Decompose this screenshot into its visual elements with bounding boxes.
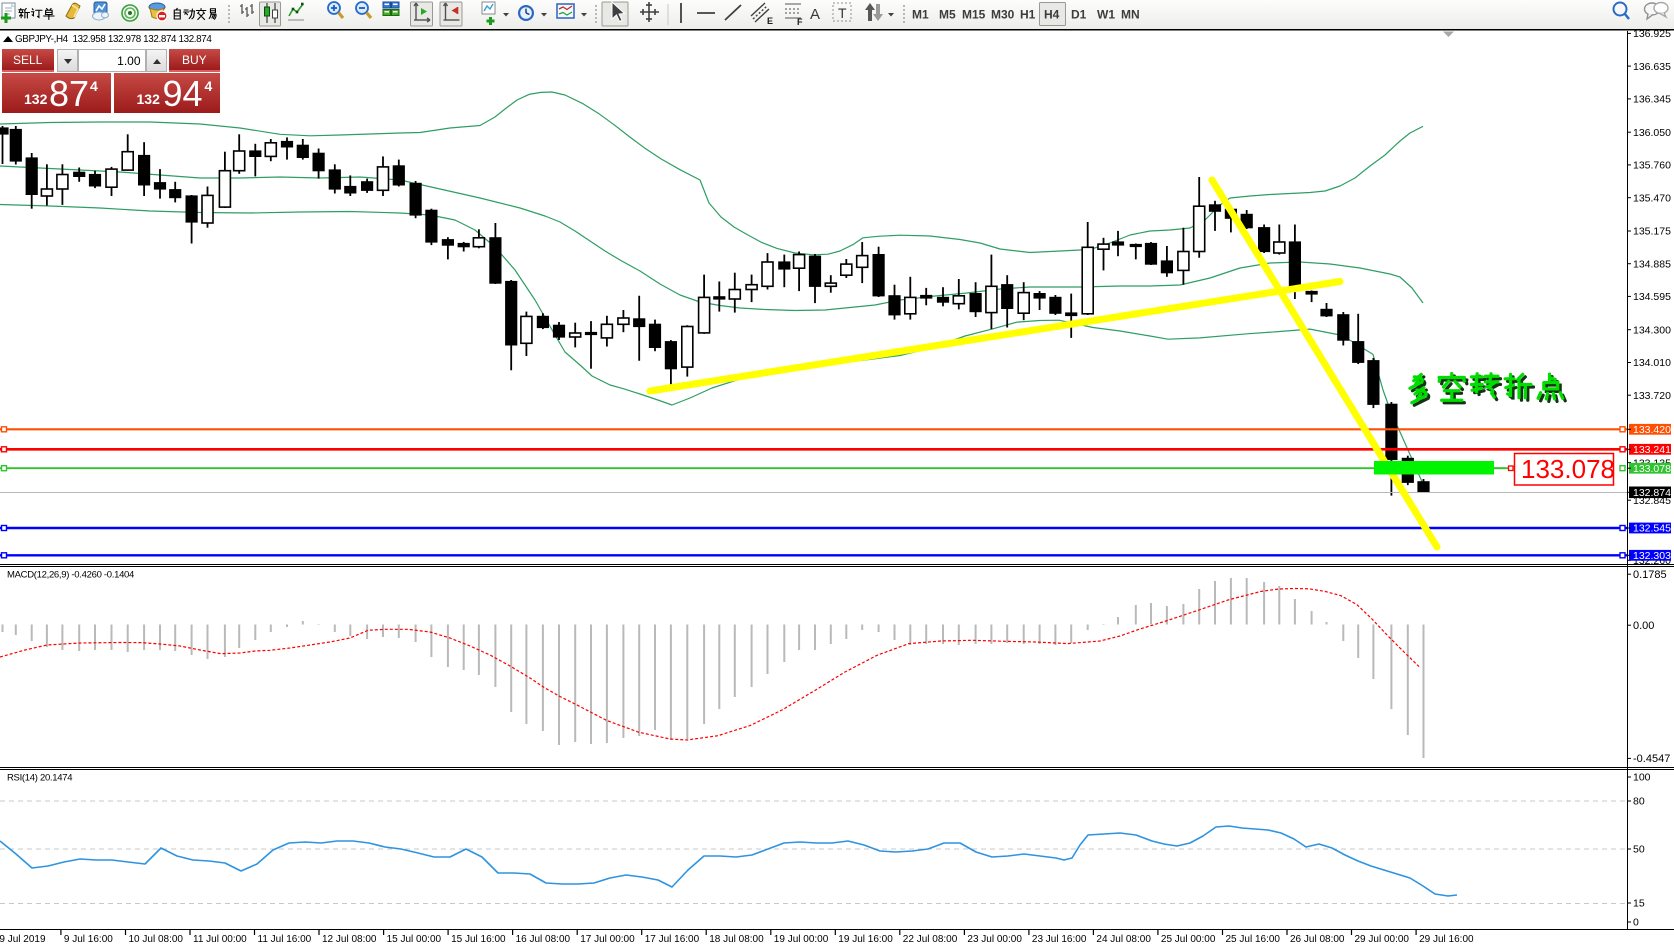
svg-text:25 Jul 16:00: 25 Jul 16:00 — [1226, 934, 1281, 945]
svg-text:135.175: 135.175 — [1633, 226, 1671, 238]
svg-text:0: 0 — [1633, 917, 1639, 929]
svg-text:132.303: 132.303 — [1633, 550, 1671, 562]
svg-text:-0.4547: -0.4547 — [1633, 753, 1670, 765]
svg-text:133.241: 133.241 — [1633, 444, 1671, 456]
svg-text:50: 50 — [1633, 844, 1645, 856]
svg-text:E: E — [767, 16, 773, 26]
svg-text:134.300: 134.300 — [1633, 324, 1671, 336]
svg-text:134.595: 134.595 — [1633, 291, 1671, 303]
svg-text:22 Jul 08:00: 22 Jul 08:00 — [903, 934, 958, 945]
svg-text:MACD(12,26,9) -0.4260 -0.1404: MACD(12,26,9) -0.4260 -0.1404 — [7, 570, 134, 581]
svg-text:H4: H4 — [1044, 8, 1060, 22]
svg-text:M1: M1 — [912, 8, 929, 22]
svg-text:132.874: 132.874 — [1633, 487, 1671, 499]
svg-text:11 Jul 00:00: 11 Jul 00:00 — [193, 934, 247, 945]
svg-text:133.720: 133.720 — [1633, 390, 1671, 402]
svg-text:133.078: 133.078 — [1521, 454, 1615, 484]
svg-text:134.885: 134.885 — [1633, 258, 1671, 270]
svg-text:M15: M15 — [962, 8, 986, 22]
svg-text:17 Jul 16:00: 17 Jul 16:00 — [645, 934, 700, 945]
svg-text:H1: H1 — [1020, 8, 1036, 22]
svg-text:18 Jul 08:00: 18 Jul 08:00 — [709, 934, 764, 945]
svg-text:80: 80 — [1633, 796, 1645, 808]
svg-text:132.545: 132.545 — [1633, 523, 1671, 535]
svg-text:29 Jul 16:00: 29 Jul 16:00 — [1419, 934, 1474, 945]
svg-text:23 Jul 16:00: 23 Jul 16:00 — [1032, 934, 1087, 945]
svg-text:136.925: 136.925 — [1633, 28, 1671, 40]
svg-text:M5: M5 — [939, 8, 956, 22]
svg-text:136.050: 136.050 — [1633, 127, 1671, 139]
svg-text:MN: MN — [1121, 8, 1140, 22]
svg-text:133.078: 133.078 — [1633, 463, 1671, 475]
svg-text:16 Jul 08:00: 16 Jul 08:00 — [516, 934, 571, 945]
svg-text:134.010: 134.010 — [1633, 357, 1671, 369]
svg-text:M30: M30 — [991, 8, 1015, 22]
svg-text:15: 15 — [1633, 898, 1645, 910]
svg-text:D1: D1 — [1071, 8, 1087, 22]
svg-text:T: T — [838, 5, 847, 21]
svg-text:19 Jul 00:00: 19 Jul 00:00 — [774, 934, 829, 945]
svg-text:RSI(14) 20.1474: RSI(14) 20.1474 — [7, 773, 72, 784]
svg-text:A: A — [810, 6, 820, 23]
svg-text:133.420: 133.420 — [1633, 424, 1671, 436]
svg-text:9 Jul 2019: 9 Jul 2019 — [0, 934, 46, 945]
svg-text:15 Jul 00:00: 15 Jul 00:00 — [387, 934, 442, 945]
svg-text:0.00: 0.00 — [1633, 620, 1654, 632]
svg-text:19 Jul 16:00: 19 Jul 16:00 — [838, 934, 893, 945]
svg-text:29 Jul 00:00: 29 Jul 00:00 — [1355, 934, 1410, 945]
svg-text:17 Jul 00:00: 17 Jul 00:00 — [580, 934, 635, 945]
svg-text:135.760: 135.760 — [1633, 160, 1671, 172]
svg-text:10 Jul 08:00: 10 Jul 08:00 — [129, 934, 184, 945]
svg-text:24 Jul 08:00: 24 Jul 08:00 — [1096, 934, 1151, 945]
svg-text:11 Jul 16:00: 11 Jul 16:00 — [258, 934, 312, 945]
svg-text:25 Jul 00:00: 25 Jul 00:00 — [1161, 934, 1216, 945]
svg-text:100: 100 — [1633, 772, 1651, 784]
svg-text:0.1785: 0.1785 — [1633, 569, 1667, 581]
svg-text:9 Jul 16:00: 9 Jul 16:00 — [64, 934, 113, 945]
svg-text:F: F — [797, 17, 803, 27]
svg-text:136.345: 136.345 — [1633, 94, 1671, 106]
svg-text:136.635: 136.635 — [1633, 61, 1671, 73]
svg-text:135.470: 135.470 — [1633, 192, 1671, 204]
svg-text:26 Jul 08:00: 26 Jul 08:00 — [1290, 934, 1345, 945]
svg-text:W1: W1 — [1097, 8, 1115, 22]
svg-text:23 Jul 00:00: 23 Jul 00:00 — [967, 934, 1022, 945]
svg-text:15 Jul 16:00: 15 Jul 16:00 — [451, 934, 506, 945]
svg-text:12 Jul 08:00: 12 Jul 08:00 — [322, 934, 377, 945]
